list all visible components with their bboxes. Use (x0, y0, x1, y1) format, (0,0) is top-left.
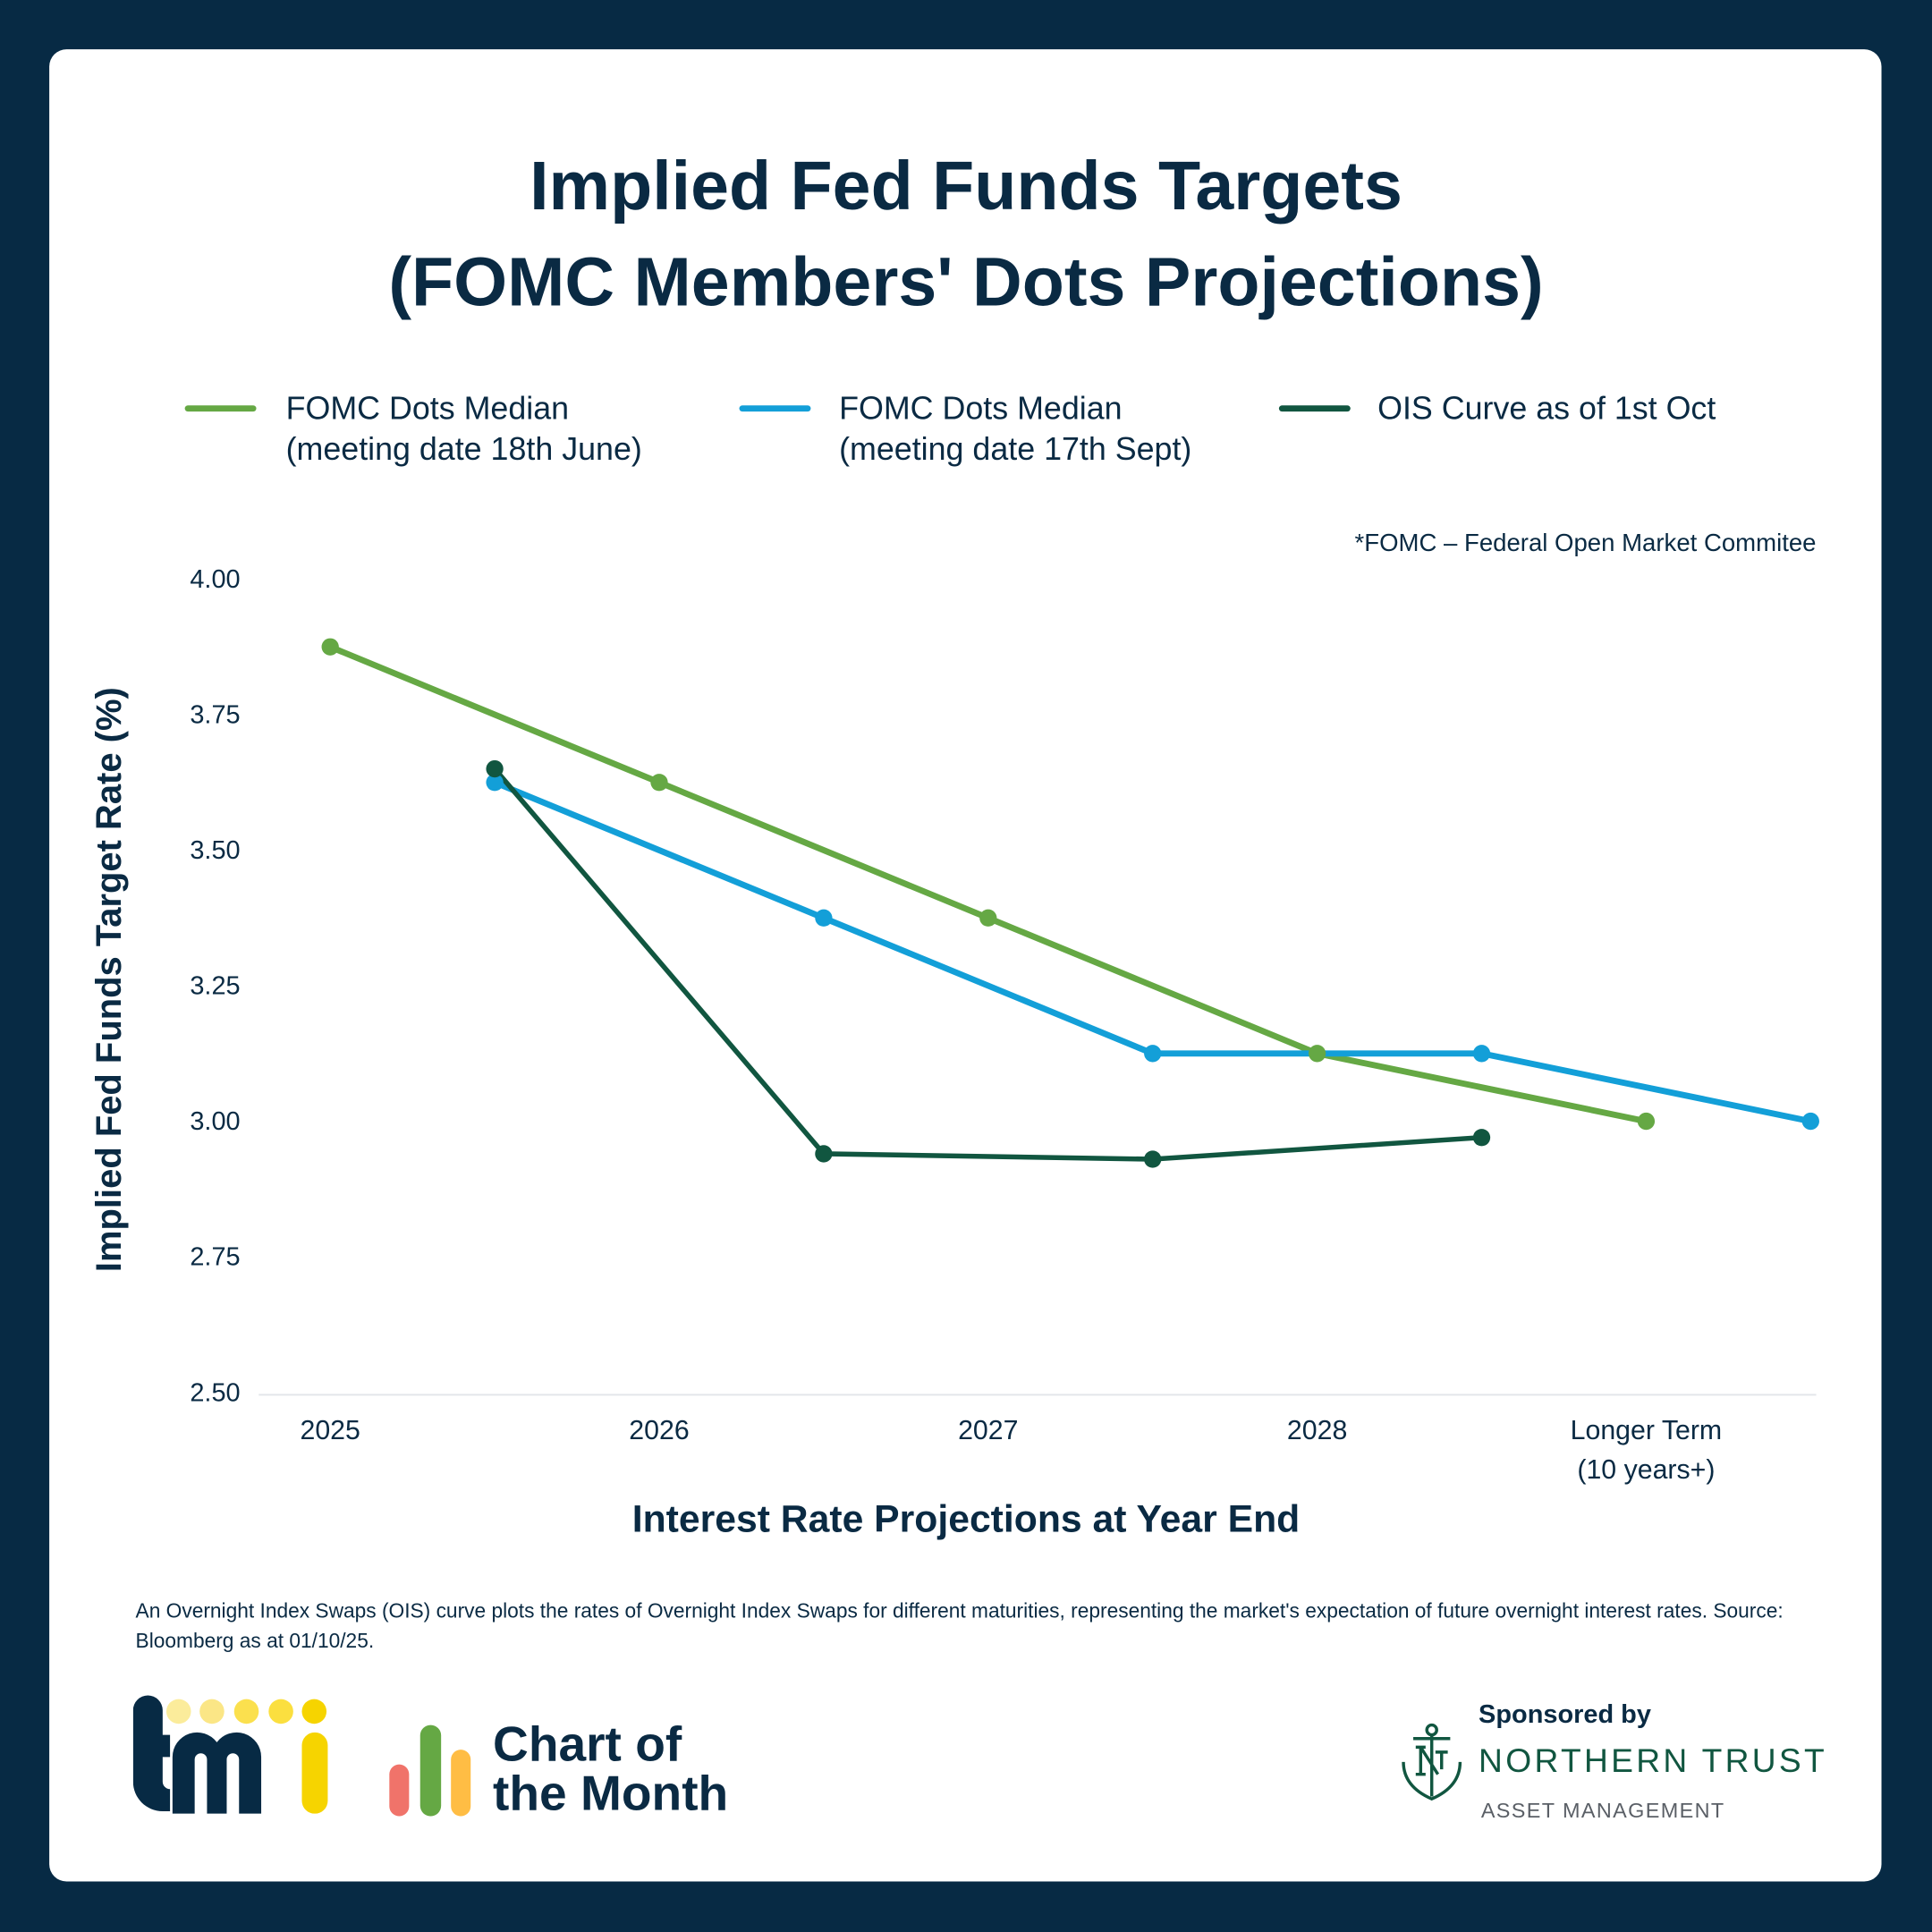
y-tick-label: 3.50 (190, 836, 240, 865)
sponsor-subtitle: ASSET MANAGEMENT (1480, 1799, 1725, 1823)
y-tick-label: 2.75 (190, 1243, 240, 1272)
x-tick-label: 2027 (958, 1416, 1018, 1445)
data-point (1144, 1045, 1162, 1063)
chart-of-month-title: Chart of the Month (493, 1717, 729, 1822)
x-axis-label: Interest Rate Projections at Year End (632, 1497, 1301, 1540)
data-point (1472, 1045, 1491, 1063)
x-tick-label: 2026 (629, 1416, 689, 1445)
series-line-2 (492, 767, 1482, 1162)
tmi-logo-graphic (132, 1695, 328, 1814)
data-point (1472, 1129, 1491, 1147)
legend-swatch-sept (739, 405, 811, 412)
legend-label-ois: OIS Curve as of 1st Oct (1377, 389, 1716, 427)
source-note: An Overnight Index Swaps (OIS) curve plo… (135, 1600, 1784, 1653)
sponsor-name: NORTHERN TRUST (1479, 1741, 1828, 1780)
data-point (1308, 1045, 1326, 1063)
legend-swatch-june (184, 405, 257, 412)
data-point (1801, 1112, 1819, 1131)
anchor-logo-icon (1401, 1723, 1465, 1804)
data-point (321, 638, 339, 656)
series-line-1 (493, 779, 1812, 1124)
y-tick-label: 2.50 (190, 1378, 240, 1407)
data-point (815, 1145, 833, 1163)
data-point (979, 909, 997, 927)
data-point (1144, 1150, 1162, 1168)
y-axis-label: Implied Fed Funds Target Rate (%) (89, 687, 129, 1272)
fomc-abbreviation-note: *FOMC – Federal Open Market Commitee (1354, 530, 1817, 557)
x-tick-label: 2025 (300, 1416, 360, 1445)
data-point (650, 774, 668, 792)
legend-label-sept: FOMC Dots Median (meeting date 17th Sept) (839, 389, 1192, 468)
chart-of-month-bars-icon (387, 1723, 476, 1817)
y-tick-label: 3.00 (190, 1107, 240, 1136)
card (49, 49, 1882, 1882)
x-tick-label: 2028 (1287, 1416, 1347, 1445)
legend-label-june: FOMC Dots Median (meeting date 18th June) (285, 389, 642, 468)
chart-title-line1: Implied Fed Funds Targets (530, 146, 1402, 225)
y-tick-label: 4.00 (190, 565, 240, 594)
x-tick-label: Longer Term (10 years+) (1571, 1416, 1723, 1485)
tmi-logo (132, 1695, 330, 1814)
data-point (486, 774, 504, 792)
data-point (815, 909, 833, 927)
chart-title-line2: (FOMC Members' Dots Projections) (388, 242, 1544, 321)
series-line-0 (328, 644, 1648, 1124)
sponsored-by-label: Sponsored by (1479, 1700, 1651, 1729)
legend-swatch-ois (1278, 405, 1351, 412)
data-point (486, 759, 504, 778)
data-point (1637, 1112, 1656, 1131)
y-tick-label: 3.25 (190, 972, 240, 1001)
y-tick-label: 3.75 (190, 701, 240, 730)
